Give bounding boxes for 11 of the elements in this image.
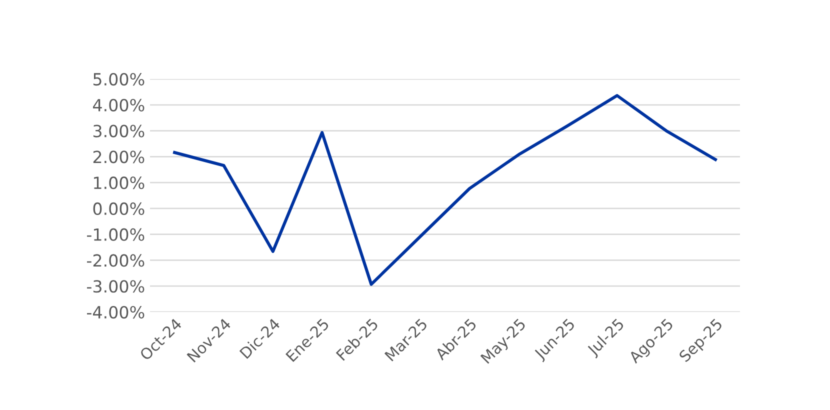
y-tick-label: 2.00% <box>93 150 144 164</box>
y-tick-label: -1.00% <box>86 228 144 241</box>
y-tick-label: 1.00% <box>94 176 144 190</box>
y-tick-label: 4.00% <box>93 98 144 112</box>
y-tick-label: -4.00% <box>86 306 144 319</box>
y-tick-label: -3.00% <box>86 280 144 293</box>
y-tick-label: 3.00% <box>93 124 144 138</box>
y-tick-label: 5.00% <box>93 72 144 86</box>
line-series <box>173 94 717 286</box>
y-tick-label: -2.00% <box>86 254 144 267</box>
y-tick-label: 0.00% <box>93 202 144 216</box>
